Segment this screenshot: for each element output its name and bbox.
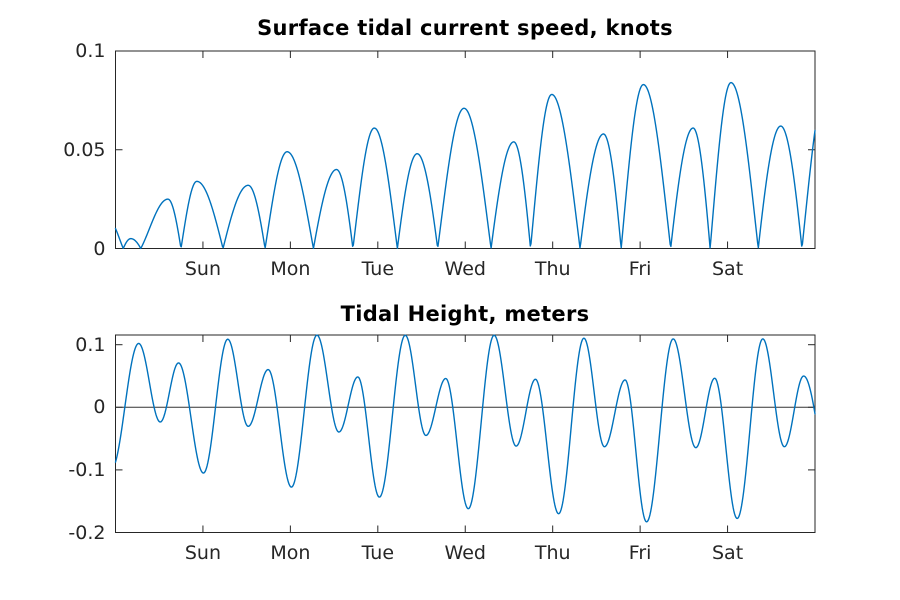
y-tick-label-0.1: 0.1 xyxy=(75,333,106,356)
x-tick-label-wed: Wed xyxy=(444,541,486,564)
y-tick-label-0.05: 0.05 xyxy=(63,138,106,161)
x-tick-label-tue: Tue xyxy=(361,257,395,280)
x-tick-label-mon: Mon xyxy=(270,541,311,564)
y-tick-label-0: 0 xyxy=(93,396,106,419)
y-tick-label--0.1: -0.1 xyxy=(68,458,106,481)
x-tick-label-tue: Tue xyxy=(361,541,395,564)
y-tick-label-0.1: 0.1 xyxy=(75,40,106,62)
x-tick-label-mon: Mon xyxy=(270,257,311,280)
x-tick-label-thu: Thu xyxy=(534,541,571,564)
chart-title-current-speed: Surface tidal current speed, knots xyxy=(257,16,673,40)
x-tick-label-sat: Sat xyxy=(711,541,744,564)
current-speed-curve xyxy=(114,81,816,250)
chart-title-tidal-height: Tidal Height, meters xyxy=(340,302,590,326)
y-tick-label-0: 0 xyxy=(93,237,106,260)
tidal-height-curve xyxy=(114,334,816,523)
y-tick-label--0.2: -0.2 xyxy=(68,521,106,544)
x-tick-label-fri: Fri xyxy=(628,257,652,280)
x-tick-label-fri: Fri xyxy=(628,541,652,564)
x-tick-label-wed: Wed xyxy=(444,257,486,280)
x-tick-label-sun: Sun xyxy=(184,257,222,280)
x-tick-label-sat: Sat xyxy=(711,257,744,280)
x-tick-label-thu: Thu xyxy=(534,257,571,280)
x-tick-label-sun: Sun xyxy=(184,541,222,564)
